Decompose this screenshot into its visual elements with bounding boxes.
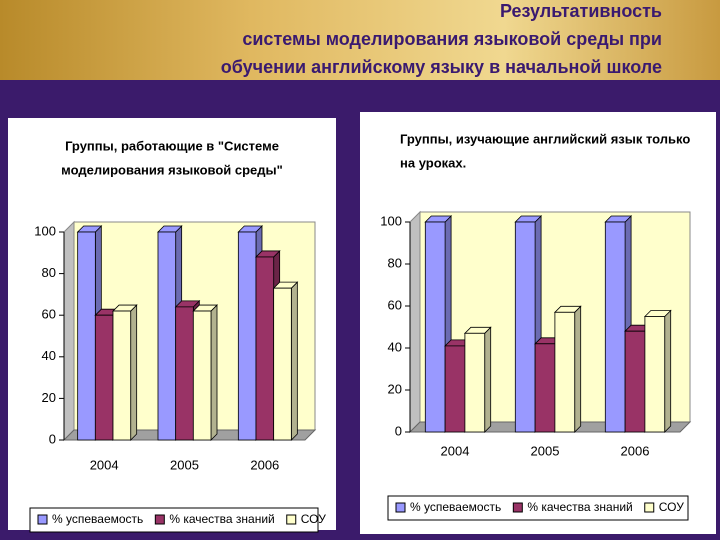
y-tick-label: 40 <box>42 348 56 363</box>
bar <box>424 221 446 433</box>
y-tick-label: 60 <box>388 297 402 312</box>
y-tick-label: 80 <box>388 255 402 270</box>
chart-title: на уроках. <box>400 155 466 170</box>
bar <box>175 306 194 441</box>
slide-title: обучении английскому языку в начальной ш… <box>221 57 662 77</box>
legend-label: % качества знаний <box>527 500 632 514</box>
slide-title: системы моделирования языковой среды при <box>242 29 662 49</box>
bar <box>77 231 96 441</box>
bar-side <box>574 305 582 433</box>
bar <box>255 256 275 441</box>
bar-side <box>290 281 298 441</box>
y-tick-label: 80 <box>42 265 56 280</box>
x-tick-label: 2006 <box>250 457 279 472</box>
bar <box>644 316 666 433</box>
y-tick-label: 20 <box>388 381 402 396</box>
side-wall <box>63 220 75 442</box>
bar <box>273 287 292 441</box>
y-tick-label: 20 <box>42 390 56 405</box>
chart-title: Группы, работающие в "Системе <box>65 138 279 153</box>
chart-title: Группы, изучающие английский язык только <box>400 131 690 146</box>
legend-box <box>387 495 689 521</box>
bar <box>94 314 114 441</box>
x-tick-label: 2005 <box>531 443 560 458</box>
bar <box>554 311 576 433</box>
bar <box>237 231 257 441</box>
bar <box>534 343 556 433</box>
bar <box>604 221 626 433</box>
bar <box>514 221 536 433</box>
y-tick-label: 0 <box>395 423 402 438</box>
x-tick-label: 2004 <box>441 443 470 458</box>
legend-swatch <box>37 514 48 525</box>
x-tick-label: 2004 <box>90 457 119 472</box>
header-image <box>0 0 720 80</box>
bar-side <box>484 326 492 433</box>
y-tick-label: 100 <box>34 223 56 238</box>
chart-title: моделирования языковой среды" <box>61 162 283 177</box>
bar <box>624 330 646 433</box>
x-tick-label: 2006 <box>621 443 650 458</box>
legend-label: СОУ <box>659 500 684 514</box>
bar <box>464 332 486 433</box>
bar <box>192 310 212 441</box>
y-tick-label: 40 <box>388 339 402 354</box>
y-tick-label: 60 <box>42 307 56 322</box>
x-tick-label: 2005 <box>170 457 199 472</box>
side-wall <box>409 210 421 434</box>
bar <box>112 310 132 441</box>
legend-label: СОУ <box>301 512 326 526</box>
bar-side <box>130 304 138 441</box>
bar-side <box>210 304 218 441</box>
slide-title: Результативность <box>500 1 662 21</box>
bar-side <box>664 309 672 433</box>
legend-label: % качества знаний <box>169 512 274 526</box>
legend-swatch <box>286 514 297 525</box>
bar <box>157 231 177 441</box>
legend-swatch <box>154 514 165 525</box>
legend-swatch <box>395 502 406 513</box>
legend-swatch <box>512 502 523 513</box>
legend-label: % успеваемость <box>410 500 501 514</box>
legend-label: % успеваемость <box>52 512 143 526</box>
legend-box <box>29 507 319 533</box>
y-tick-label: 100 <box>380 213 402 228</box>
bar <box>444 345 466 433</box>
y-tick-label: 0 <box>49 431 56 446</box>
legend-swatch <box>644 502 655 513</box>
